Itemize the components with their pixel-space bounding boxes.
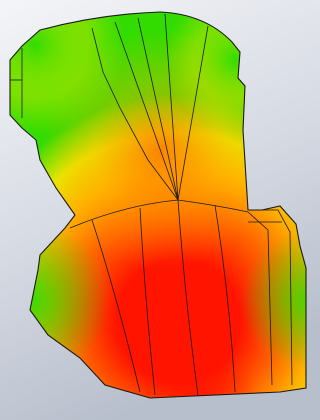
mesh-edges <box>10 13 293 396</box>
edge-ridge-4 <box>177 25 209 201</box>
edge-lower-2 <box>139 207 156 396</box>
edge-lower-3 <box>177 199 199 396</box>
edge-ridge-3 <box>164 13 179 201</box>
edge-ridge-2 <box>137 17 179 201</box>
edge-ridge-1 <box>114 21 179 201</box>
edge-top-left-ridge <box>91 27 179 201</box>
edge-lower-4 <box>214 204 236 393</box>
edge-right-step <box>262 209 293 386</box>
edge-lower-5 <box>247 211 273 386</box>
edge-lower-1 <box>91 219 141 393</box>
part-outline <box>9 11 307 399</box>
